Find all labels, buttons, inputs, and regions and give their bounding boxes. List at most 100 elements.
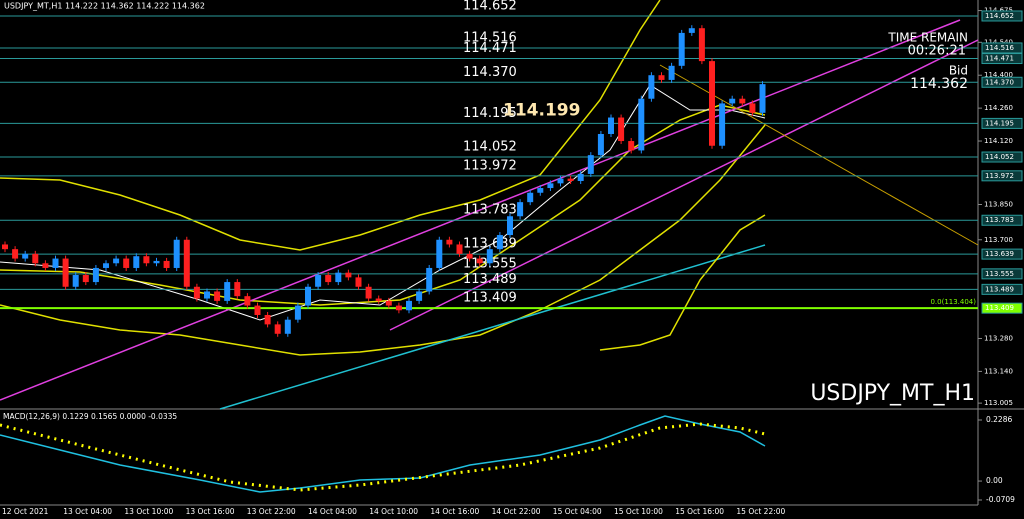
candle-body [264, 314, 271, 325]
candle-body [42, 263, 49, 268]
candle-body [749, 103, 756, 113]
level-box-label: 114.370 [985, 78, 1014, 86]
level-box [981, 117, 1023, 129]
candle-body [123, 258, 130, 268]
candle-body [305, 286, 311, 306]
macd-tick-label: -0.0709 [986, 495, 1015, 504]
candle-body [416, 291, 423, 301]
y-tick-label: 113.850 [984, 201, 1013, 209]
x-tick-label: 13 Oct 10:00 [124, 507, 173, 516]
candle-body [436, 239, 443, 268]
candle-body [406, 300, 412, 311]
candle-body [719, 103, 726, 146]
signal-line [0, 422, 766, 492]
level-box-label: 113.489 [985, 285, 1014, 293]
candle-body [234, 282, 241, 297]
candle-body [335, 272, 342, 283]
candle-body [628, 141, 635, 151]
candle-body [72, 275, 79, 287]
candle-body [688, 28, 695, 33]
x-tick-label: 12 Oct 2021 [2, 507, 49, 516]
symbol-label: USDJPY_MT_H1 [810, 381, 975, 406]
time-remain: 00:26:21 [908, 44, 966, 59]
level-box [981, 283, 1023, 295]
candle-body [698, 28, 705, 62]
candle-body [22, 253, 29, 259]
macd-tick-label: 0.2286 [986, 415, 1012, 424]
candle-body [375, 298, 382, 301]
macd-label: MACD(12,26,9) 0.1229 0.1565 0.0000 -0.03… [3, 412, 177, 421]
band-mid [0, 104, 766, 306]
level-box [981, 42, 1023, 54]
candle-body [466, 253, 473, 259]
level-label: 114.652 [463, 0, 517, 13]
level-box [981, 10, 1023, 22]
level-box-label: 113.783 [985, 216, 1014, 224]
level-box-label: 113.555 [985, 270, 1014, 278]
x-tick-label: 13 Oct 16:00 [186, 507, 235, 516]
candle-body [214, 291, 221, 301]
candle-body [557, 178, 564, 184]
candle-body [133, 256, 140, 268]
candle-body [244, 296, 251, 306]
time-remain-label: TIME REMAIN [887, 31, 968, 45]
x-tick-label: 15 Oct 16:00 [675, 507, 724, 516]
candle-body [395, 305, 402, 311]
candle-body [385, 300, 392, 306]
x-tick-label: 13 Oct 22:00 [247, 507, 296, 516]
candle-body [507, 216, 513, 236]
x-tick-label: 13 Oct 04:00 [63, 507, 112, 516]
candle-body [668, 65, 675, 80]
candle-body [517, 202, 524, 217]
level-box-label: 114.652 [985, 12, 1014, 20]
level-label: 114.516 [463, 30, 517, 45]
y-tick-label: 114.260 [984, 104, 1013, 112]
y-tick-label: 113.280 [984, 334, 1013, 342]
y-tick-label: 113.005 [984, 399, 1013, 407]
level-box [981, 151, 1023, 163]
level-label: 114.471 [463, 41, 517, 56]
x-tick-label: 14 Oct 22:00 [492, 507, 541, 516]
candle-body [527, 192, 534, 203]
candle-body [739, 98, 746, 104]
y-tick-label: 113.700 [984, 236, 1013, 244]
candle-body [496, 235, 503, 250]
level-box [981, 214, 1023, 226]
x-tick-label: 15 Oct 10:00 [614, 507, 663, 516]
candle-body [294, 305, 301, 320]
candle-body [678, 32, 685, 66]
y-tick-label: 114.120 [984, 137, 1013, 145]
level-box-label: 114.195 [985, 119, 1014, 127]
band-lower [0, 124, 766, 356]
candle-body [355, 277, 362, 287]
level-box-label: 114.471 [985, 55, 1014, 63]
macd-tick-label: 0.00 [986, 476, 1003, 485]
y-tick-label: 114.400 [984, 71, 1013, 79]
candle-body [537, 188, 544, 193]
candle-body [709, 61, 715, 146]
candle-body [315, 275, 322, 287]
level-box [981, 170, 1023, 182]
level-box-label: 114.052 [985, 153, 1014, 161]
candle-body [153, 260, 160, 264]
candle-body [587, 155, 594, 174]
ma-slow [219, 244, 766, 410]
candle-body [597, 133, 604, 156]
level-label: 114.195 [463, 106, 517, 121]
level-label: 113.639 [463, 237, 517, 252]
candle-body [608, 117, 614, 134]
bid: 114.362 [910, 76, 968, 92]
candle-body [32, 253, 39, 264]
candle-body [486, 249, 493, 264]
candle-body [193, 286, 200, 299]
highlight-price: 114.199 [503, 100, 580, 120]
candle-body [254, 305, 261, 315]
candle-body [577, 173, 584, 181]
candle-body [759, 84, 766, 113]
level-label: 113.783 [463, 203, 517, 218]
candle-body [648, 75, 655, 99]
level-box-label: 113.972 [985, 172, 1014, 180]
x-tick-label: 14 Oct 10:00 [369, 507, 418, 516]
candle-body [62, 258, 69, 287]
candle-body [476, 258, 483, 264]
